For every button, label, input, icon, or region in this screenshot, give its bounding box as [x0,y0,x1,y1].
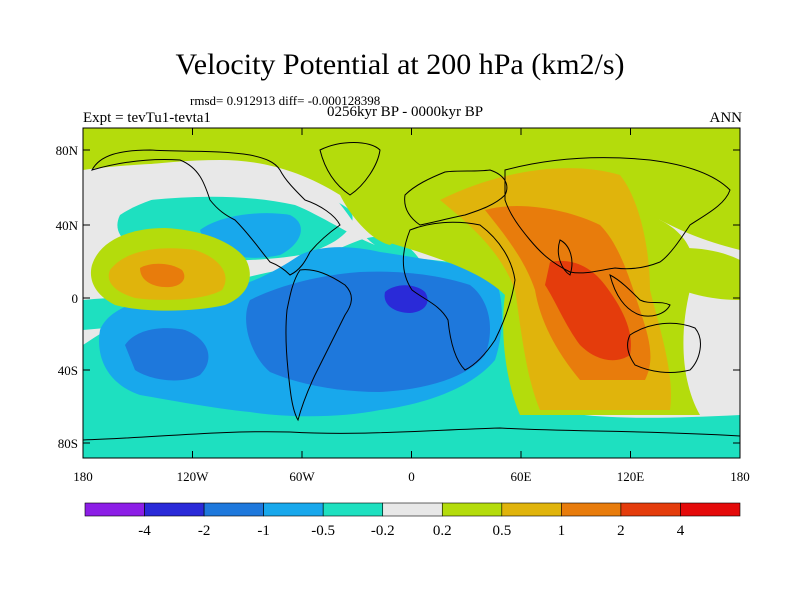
field-orange-pacific [140,263,185,288]
colorbar-label: 0.2 [433,523,452,539]
lat-tick-label: 40S [58,363,78,378]
field-darkblue [384,285,428,313]
field-yellowgreen-farEast [660,248,740,300]
colorbar-label: -2 [198,523,211,539]
north-america-coast [91,149,341,276]
colorbar: -4 -2 -1 -0.5 -0.2 0.2 0.5 1 2 4 [84,502,741,539]
lon-tick-label: 60E [511,469,532,484]
colorbar-swatch [382,502,443,517]
field-medblue-pacific [125,328,209,381]
period-label: 0256kyr BP - 0000kyr BP [326,104,484,120]
lon-tick-label: 120W [177,469,210,484]
colorbar-label: 2 [617,523,625,539]
contour-field [83,128,740,458]
lat-tick-label: 0 [72,291,79,306]
south-america-coast [285,269,352,422]
lon-tick-label: 0 [408,469,415,484]
lat-tick-label: 80N [56,143,79,158]
southeast-asia-coast [609,274,671,317]
africa-coast [402,221,516,371]
colorbar-label: 4 [677,523,685,539]
colorbar-swatch [561,502,622,517]
lat-tick-label: 40N [56,218,79,233]
season-label: ANN [709,110,743,126]
lon-tick-label: 180 [730,469,750,484]
colorbar-swatch [144,502,205,517]
colorbar-swatch [620,502,681,517]
latitude-axis: 80N 40N 0 40S 80S [56,143,740,451]
experiment-label: Expt = tevTu1-tevta1 [83,110,211,126]
colorbar-label: -4 [138,523,151,539]
colorbar-swatch [84,502,145,517]
antarctica-coast [83,427,740,441]
field-medblue [246,271,490,392]
lon-tick-label: 120E [617,469,645,484]
coastlines [83,142,740,441]
greenland-coast [319,142,381,196]
colorbar-swatch [680,502,741,517]
colorbar-swatch [263,502,324,517]
map-title: Velocity Potential at 200 hPa (km2/s) [175,48,625,81]
colorbar-label: 0.5 [492,523,511,539]
australia-coast [627,322,701,373]
lon-tick-label: 180 [73,469,93,484]
colorbar-swatch [322,502,384,517]
colorbar-swatch [203,502,264,517]
field-neutral-north [83,162,375,245]
colorbar-label: -0.5 [311,523,335,539]
stats-line: rmsd= 0.912913 diff= -0.000128398 [190,93,381,108]
field-redorange-east [545,260,631,361]
colorbar-label: 1 [558,523,566,539]
asia-coast [504,157,731,274]
lat-tick-label: 80S [58,436,78,451]
colorbar-swatch [501,502,562,517]
india-coast [557,239,573,276]
longitude-axis: 180 120W 60W 0 60E 120E 180 [73,128,750,484]
colorbar-label: -0.2 [371,523,395,539]
colorbar-swatch [441,502,503,517]
colorbar-label: -1 [257,523,270,539]
lon-tick-label: 60W [289,469,315,484]
